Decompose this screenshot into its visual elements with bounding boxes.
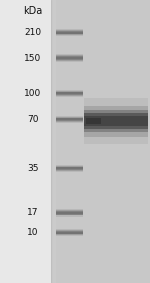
Bar (56, 231, 83, 234)
Bar (53, 0, 56, 283)
Bar (56, 118, 83, 121)
Bar (53, 0, 56, 283)
Bar (56, 29, 83, 36)
Bar (56, 211, 83, 215)
Bar (52, 0, 54, 283)
Bar (56, 116, 83, 123)
Bar (53, 0, 55, 283)
Bar (56, 55, 83, 61)
Bar (53, 0, 56, 283)
Bar (53, 0, 55, 283)
Bar (53, 0, 56, 283)
Bar (51, 0, 54, 283)
Bar (52, 0, 55, 283)
Bar (84, 98, 148, 145)
Bar (85, 118, 100, 124)
Bar (84, 113, 148, 129)
Bar (52, 0, 55, 283)
Bar (52, 0, 55, 283)
Bar (56, 31, 83, 34)
Bar (51, 0, 54, 283)
Bar (56, 92, 83, 95)
Bar (52, 0, 55, 283)
Bar (53, 0, 55, 283)
Text: 150: 150 (24, 53, 42, 63)
Bar (56, 117, 83, 122)
Bar (56, 54, 83, 62)
Bar (56, 209, 83, 216)
Bar (53, 0, 56, 283)
Text: 17: 17 (27, 208, 39, 217)
Bar (56, 167, 83, 170)
Bar (56, 90, 83, 97)
Text: kDa: kDa (23, 6, 43, 16)
Bar (56, 229, 83, 236)
Bar (53, 0, 55, 283)
Bar (51, 0, 54, 283)
Bar (56, 56, 83, 60)
Bar (56, 57, 83, 59)
Bar (56, 231, 83, 234)
Bar (56, 30, 83, 35)
Bar (51, 0, 54, 283)
Bar (52, 0, 55, 283)
Bar (56, 165, 83, 172)
Bar (56, 31, 83, 34)
Bar (84, 106, 148, 137)
Bar (52, 0, 54, 283)
Text: 35: 35 (27, 164, 39, 173)
Bar (51, 0, 54, 283)
Bar (53, 0, 55, 283)
Bar (51, 0, 54, 283)
Bar (52, 0, 55, 283)
Text: 70: 70 (27, 115, 39, 124)
Bar (52, 0, 54, 283)
Text: 100: 100 (24, 89, 42, 98)
Bar (51, 0, 54, 283)
Bar (84, 110, 148, 132)
Bar (51, 0, 54, 283)
Bar (52, 0, 55, 283)
Bar (53, 0, 56, 283)
Bar (84, 116, 148, 126)
Bar (56, 166, 83, 171)
Text: 10: 10 (27, 228, 39, 237)
Bar (52, 0, 54, 283)
Bar (56, 167, 83, 170)
Bar (52, 0, 55, 283)
Bar (56, 212, 83, 214)
Bar (56, 210, 83, 215)
Bar (51, 0, 150, 283)
Bar (52, 0, 54, 283)
Bar (56, 118, 83, 121)
Bar (52, 0, 54, 283)
Bar (52, 0, 55, 283)
Bar (56, 91, 83, 96)
Bar (53, 0, 56, 283)
Bar (51, 0, 54, 283)
Bar (56, 230, 83, 235)
Bar (56, 92, 83, 95)
Bar (52, 0, 54, 283)
Text: 210: 210 (24, 28, 42, 37)
Bar (52, 0, 54, 283)
Bar (53, 0, 55, 283)
Bar (53, 0, 56, 283)
